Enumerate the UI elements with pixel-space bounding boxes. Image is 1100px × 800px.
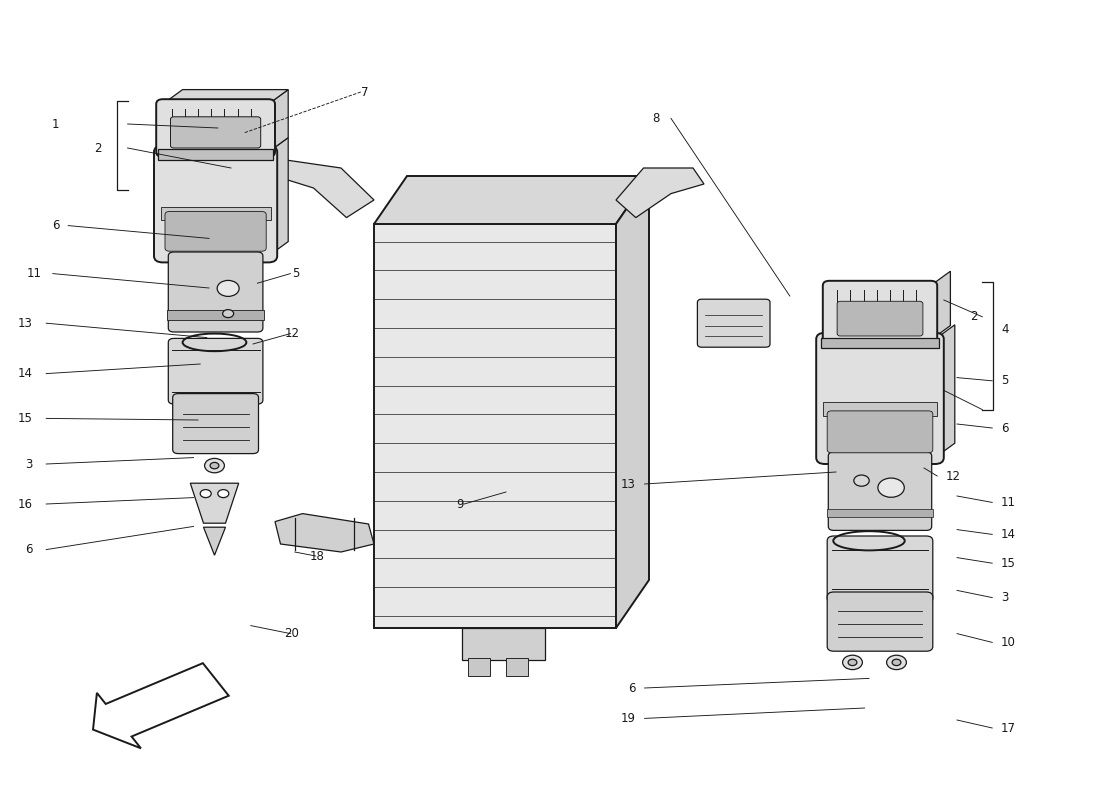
Bar: [468, 658, 490, 676]
Polygon shape: [935, 325, 955, 458]
Circle shape: [878, 478, 904, 498]
Text: 14: 14: [1001, 528, 1016, 541]
FancyBboxPatch shape: [827, 411, 933, 453]
Polygon shape: [190, 483, 239, 523]
Circle shape: [854, 475, 869, 486]
Bar: [158, 149, 273, 160]
Polygon shape: [174, 256, 257, 328]
FancyBboxPatch shape: [823, 281, 937, 345]
Circle shape: [848, 659, 857, 666]
Text: 19: 19: [620, 712, 636, 725]
Text: 10: 10: [1001, 636, 1016, 649]
Text: 7: 7: [361, 86, 368, 98]
Bar: [161, 207, 271, 219]
Text: 6: 6: [628, 682, 636, 694]
Bar: [821, 338, 939, 348]
Text: 3: 3: [25, 458, 33, 470]
Bar: [823, 402, 937, 416]
Text: 12: 12: [284, 327, 299, 340]
FancyBboxPatch shape: [816, 333, 944, 464]
Bar: [506, 658, 528, 676]
FancyBboxPatch shape: [168, 338, 263, 404]
Polygon shape: [275, 514, 374, 552]
Polygon shape: [268, 138, 288, 256]
Text: 3: 3: [1001, 591, 1009, 604]
Polygon shape: [834, 458, 926, 526]
Bar: [167, 310, 264, 320]
Text: 4: 4: [1001, 323, 1009, 336]
FancyBboxPatch shape: [168, 252, 263, 332]
Text: 2: 2: [94, 142, 101, 154]
Text: 16: 16: [18, 498, 33, 510]
Text: 9: 9: [456, 498, 464, 510]
Circle shape: [210, 462, 219, 469]
FancyBboxPatch shape: [156, 99, 275, 157]
Text: 13: 13: [620, 478, 636, 490]
Circle shape: [217, 281, 239, 297]
Text: 14: 14: [18, 367, 33, 380]
Polygon shape: [94, 663, 229, 748]
Bar: [462, 628, 544, 660]
Text: 11: 11: [1001, 496, 1016, 509]
Text: 5: 5: [292, 267, 299, 280]
Circle shape: [892, 659, 901, 666]
FancyBboxPatch shape: [697, 299, 770, 347]
Polygon shape: [268, 90, 288, 152]
Polygon shape: [374, 224, 616, 628]
FancyBboxPatch shape: [827, 536, 933, 603]
Text: 2: 2: [970, 310, 978, 323]
Text: 17: 17: [1001, 722, 1016, 734]
Polygon shape: [931, 271, 950, 340]
FancyBboxPatch shape: [173, 394, 258, 454]
Text: 13: 13: [18, 317, 33, 330]
Text: 15: 15: [18, 412, 33, 425]
Text: 8: 8: [652, 112, 660, 125]
FancyBboxPatch shape: [837, 302, 923, 336]
Text: 11: 11: [26, 267, 42, 280]
FancyBboxPatch shape: [165, 211, 266, 251]
Polygon shape: [616, 168, 704, 218]
Circle shape: [200, 490, 211, 498]
FancyBboxPatch shape: [828, 452, 932, 530]
Text: 18: 18: [309, 550, 324, 562]
Text: 6: 6: [1001, 422, 1009, 434]
FancyBboxPatch shape: [170, 117, 261, 148]
Text: 12: 12: [946, 470, 961, 482]
Text: 15: 15: [1001, 557, 1016, 570]
Polygon shape: [163, 90, 288, 104]
Circle shape: [218, 490, 229, 498]
FancyBboxPatch shape: [154, 146, 277, 262]
Circle shape: [222, 310, 233, 318]
Text: 1: 1: [52, 118, 59, 130]
Circle shape: [205, 458, 224, 473]
FancyBboxPatch shape: [827, 592, 933, 651]
Polygon shape: [275, 160, 374, 218]
Polygon shape: [204, 527, 226, 555]
Text: 5: 5: [1001, 374, 1009, 387]
Text: 6: 6: [25, 543, 33, 556]
Bar: [827, 509, 933, 517]
Circle shape: [887, 655, 906, 670]
Polygon shape: [374, 176, 649, 224]
Text: 6: 6: [52, 219, 59, 232]
Circle shape: [843, 655, 862, 670]
Text: 20: 20: [284, 627, 299, 640]
Polygon shape: [616, 176, 649, 628]
